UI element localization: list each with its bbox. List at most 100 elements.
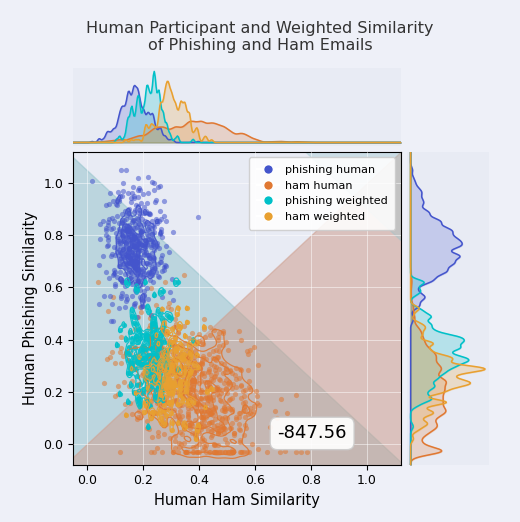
Point xyxy=(142,240,151,248)
Point xyxy=(159,362,167,371)
Text: -847.56: -847.56 xyxy=(277,424,347,443)
Point xyxy=(140,240,149,248)
Point xyxy=(209,386,217,395)
Point xyxy=(186,424,194,432)
Point xyxy=(145,397,153,405)
Point xyxy=(144,235,152,243)
Point xyxy=(147,409,155,418)
Point xyxy=(115,251,123,259)
Point xyxy=(165,375,173,384)
Point xyxy=(193,426,201,434)
Point xyxy=(111,229,120,238)
Point xyxy=(109,223,118,232)
Point xyxy=(193,397,202,406)
Point xyxy=(151,363,159,372)
Point xyxy=(147,369,155,377)
Point xyxy=(147,284,155,293)
Point xyxy=(126,229,134,237)
Point xyxy=(206,433,215,441)
Point xyxy=(152,357,160,365)
Point xyxy=(199,415,207,423)
Point xyxy=(203,399,211,407)
Point xyxy=(217,397,225,406)
Point xyxy=(128,334,136,342)
Point xyxy=(152,346,161,354)
Point xyxy=(222,384,230,393)
Point xyxy=(163,398,172,407)
Point xyxy=(165,313,174,322)
Point xyxy=(137,228,145,236)
Point xyxy=(127,273,135,281)
Point xyxy=(131,264,139,272)
Point xyxy=(176,407,185,415)
Point xyxy=(171,341,179,350)
Point xyxy=(125,259,134,267)
Point xyxy=(121,238,129,246)
Point xyxy=(130,232,138,240)
Point xyxy=(201,377,210,386)
Point xyxy=(127,306,136,314)
Point xyxy=(210,325,218,334)
Point xyxy=(154,371,162,379)
Point xyxy=(149,278,157,287)
Point xyxy=(236,437,244,446)
Point xyxy=(148,266,157,275)
Point xyxy=(134,259,142,268)
Point xyxy=(154,395,163,404)
Point xyxy=(115,348,124,357)
Point xyxy=(186,357,194,365)
Point xyxy=(154,344,163,352)
Point xyxy=(148,230,157,238)
Point xyxy=(200,442,209,450)
Point xyxy=(254,445,262,453)
Point xyxy=(124,269,133,277)
Point xyxy=(168,325,177,333)
Point xyxy=(117,293,125,302)
Point xyxy=(120,220,128,228)
Point xyxy=(121,269,129,278)
Point xyxy=(142,383,151,392)
Point xyxy=(200,372,208,381)
Point xyxy=(125,233,134,241)
Point xyxy=(128,258,136,267)
Point xyxy=(219,341,227,349)
Point xyxy=(117,257,125,266)
Point xyxy=(167,426,176,434)
Point xyxy=(122,335,130,343)
Point xyxy=(178,393,187,401)
Point xyxy=(129,242,138,250)
Point xyxy=(187,419,195,427)
Point xyxy=(133,223,141,232)
Point xyxy=(171,431,179,440)
Point xyxy=(191,400,200,409)
Point xyxy=(283,409,291,418)
Point xyxy=(152,242,161,250)
Point xyxy=(126,369,135,377)
Point xyxy=(178,380,186,388)
Point xyxy=(207,401,216,410)
Point xyxy=(132,319,140,328)
Point xyxy=(209,407,217,416)
Point xyxy=(133,381,141,389)
Point xyxy=(128,238,137,246)
Point xyxy=(134,269,142,277)
Point xyxy=(134,358,142,366)
Point xyxy=(150,319,158,328)
Point xyxy=(124,382,133,390)
Point xyxy=(192,376,201,385)
Point xyxy=(173,343,181,351)
Point xyxy=(168,350,177,358)
Point xyxy=(131,206,139,214)
Point xyxy=(173,353,181,361)
Point xyxy=(222,384,230,392)
Point xyxy=(122,239,131,247)
Point xyxy=(164,369,172,377)
Point xyxy=(140,354,149,362)
Point xyxy=(204,392,213,400)
Point xyxy=(161,278,169,286)
Point xyxy=(235,412,243,421)
Point xyxy=(147,354,155,362)
Point xyxy=(103,307,112,315)
Point xyxy=(166,404,174,412)
Point xyxy=(185,421,193,430)
